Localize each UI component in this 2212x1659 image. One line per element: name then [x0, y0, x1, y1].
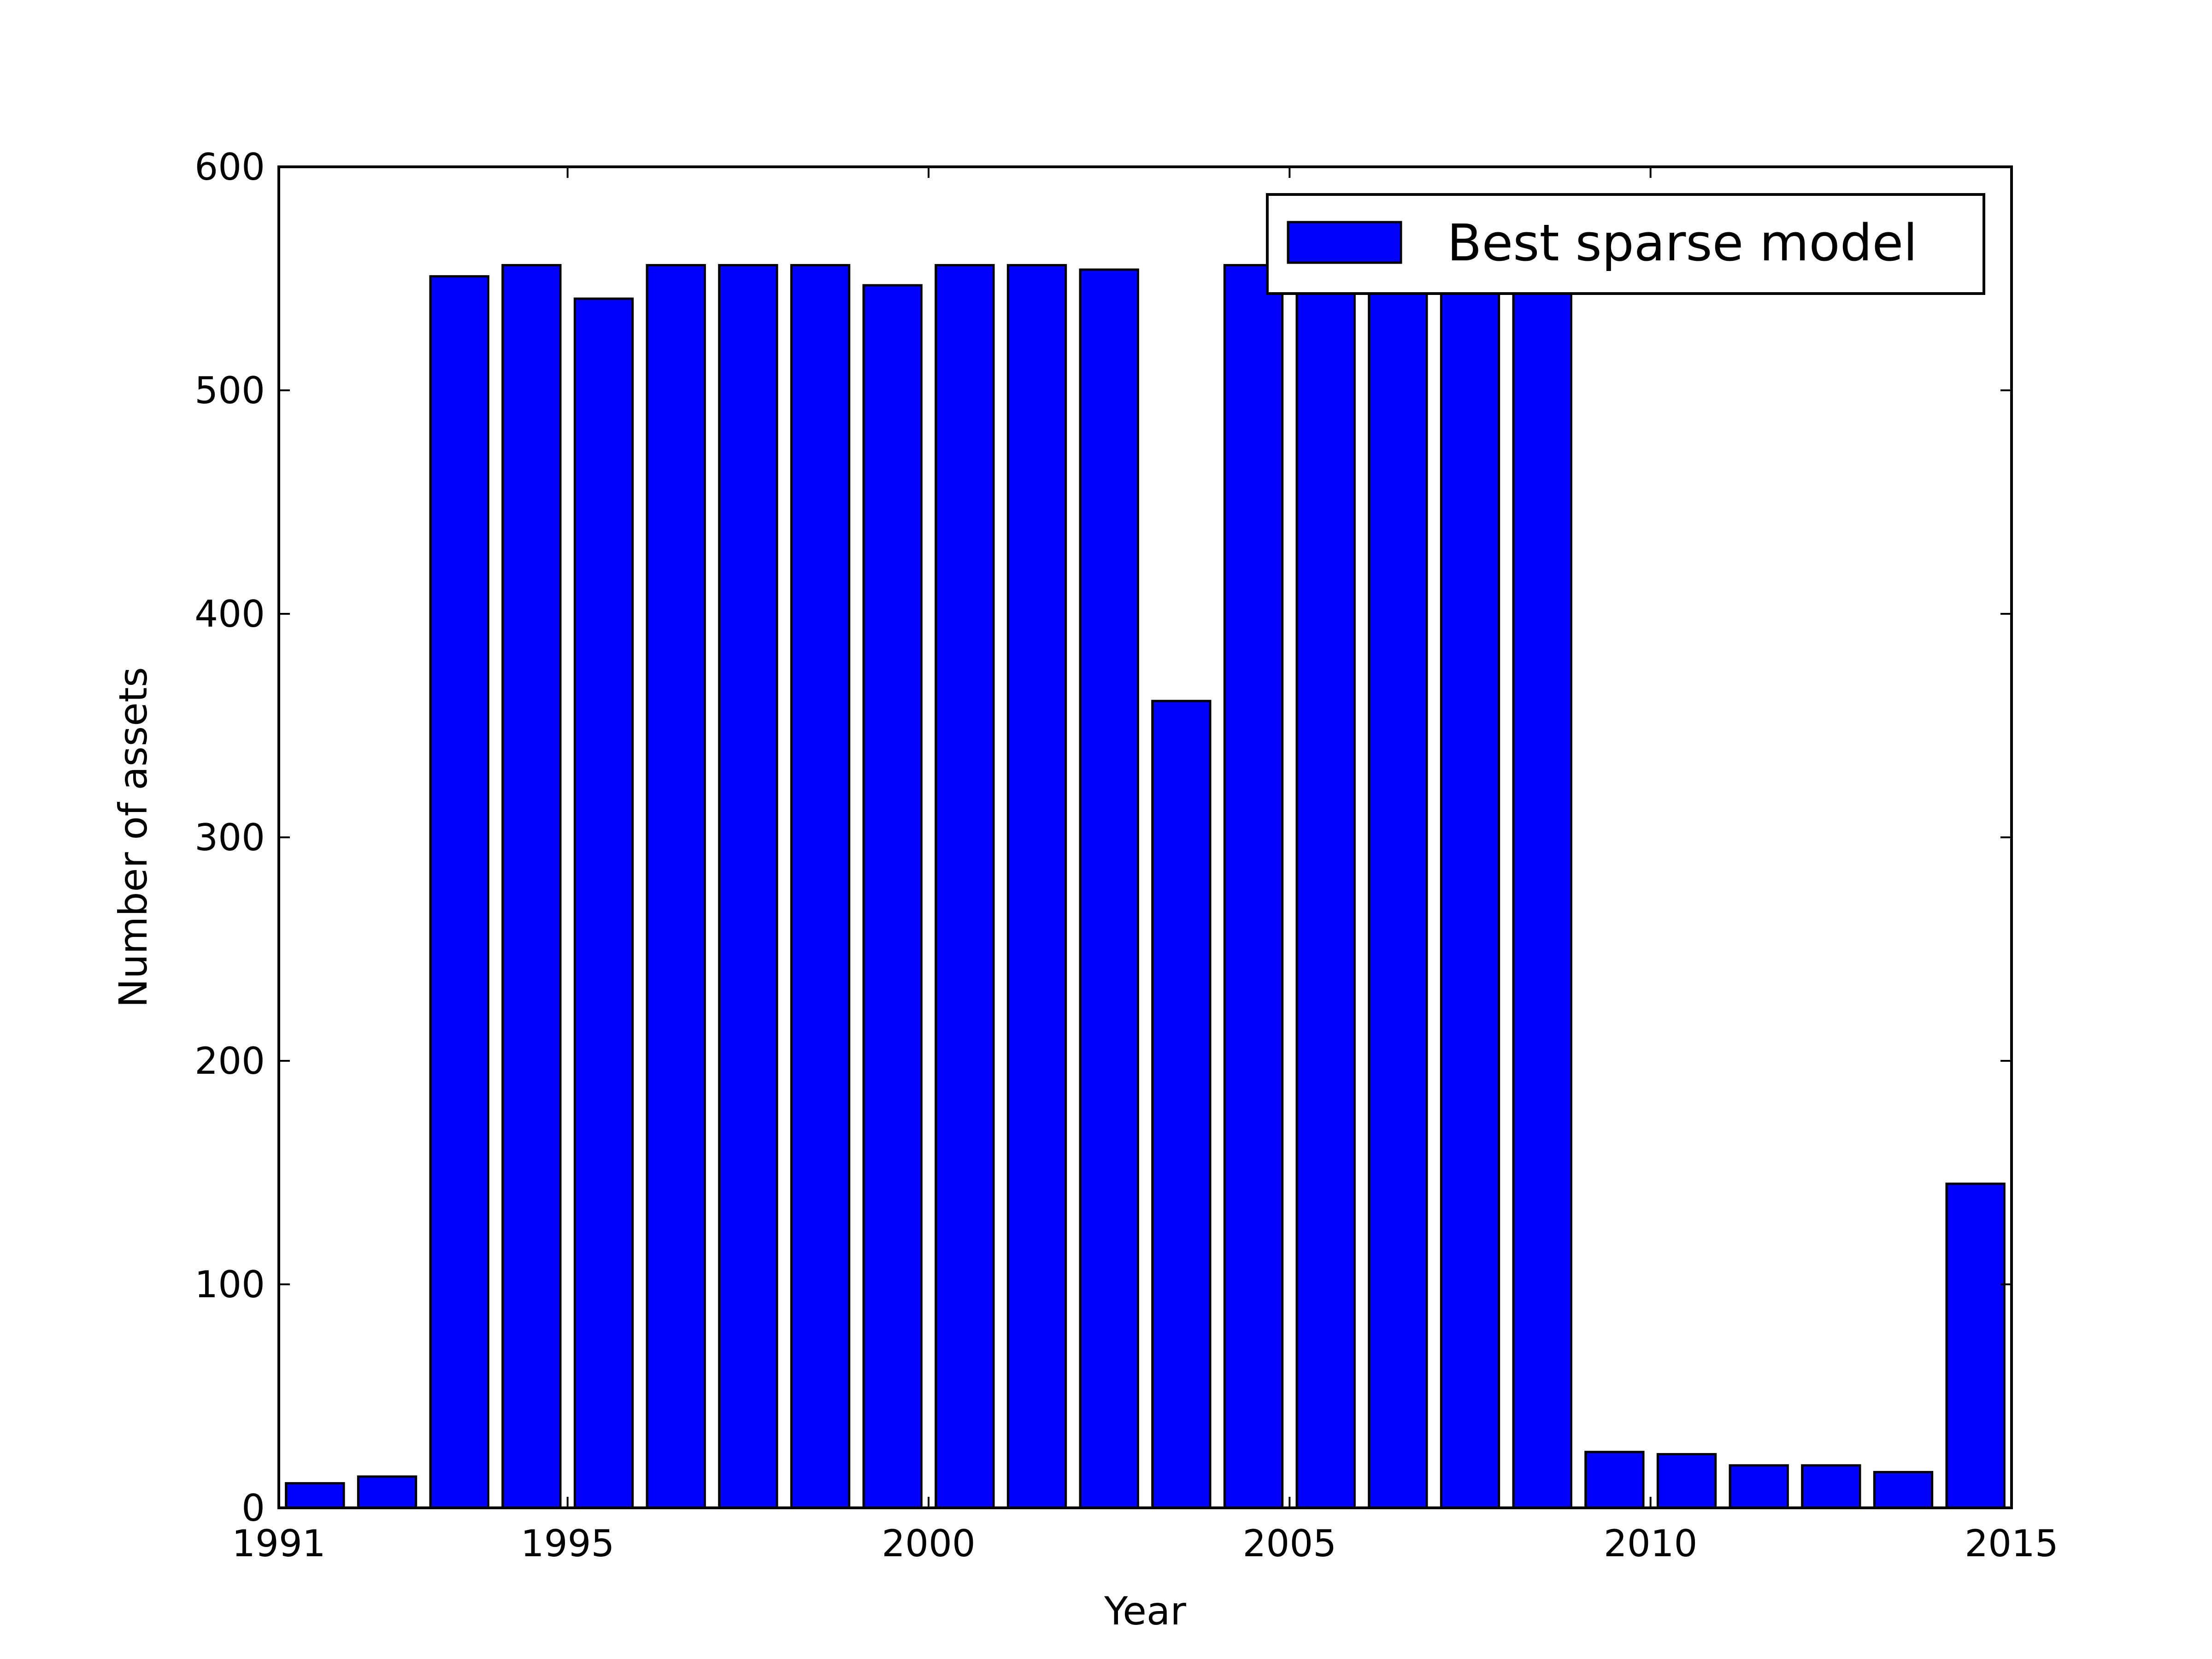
legend-swatch — [1287, 221, 1402, 264]
y-axis-label: Number of assets — [111, 667, 156, 1007]
y-tick-label: 0 — [241, 1487, 265, 1530]
bar-2009 — [1584, 1451, 1645, 1509]
x-tick-label: 1995 — [521, 1522, 615, 1565]
bar-2002 — [1079, 268, 1139, 1509]
y-tick-label: 500 — [194, 369, 265, 412]
bar-1993 — [429, 275, 489, 1509]
bar-2008 — [1512, 264, 1572, 1509]
bar-1999 — [862, 284, 923, 1509]
y-tick-label: 400 — [194, 593, 265, 635]
bar-2003 — [1151, 700, 1212, 1509]
bar-2000 — [935, 264, 995, 1509]
legend: Best sparse model — [1266, 193, 1985, 295]
y-tick-label: 100 — [194, 1263, 265, 1306]
y-tick-label: 200 — [194, 1040, 265, 1082]
y-tick-label: 300 — [194, 816, 265, 859]
bar-1998 — [790, 264, 851, 1509]
bar-2014 — [1945, 1182, 2006, 1509]
x-tick-label: 2000 — [882, 1522, 976, 1565]
bar-2005 — [1295, 264, 1356, 1509]
x-tick-label: 2015 — [1965, 1522, 2059, 1565]
bar-2006 — [1368, 264, 1428, 1509]
bar-1992 — [357, 1475, 418, 1509]
bars-group — [285, 264, 2006, 1509]
bar-1994 — [501, 264, 562, 1509]
bar-2012 — [1801, 1464, 1861, 1509]
bar-2007 — [1440, 264, 1500, 1509]
x-tick-label: 1991 — [232, 1522, 326, 1565]
bar-2011 — [1729, 1464, 1789, 1509]
bar-1997 — [718, 264, 778, 1509]
bar-2001 — [1006, 264, 1067, 1509]
bar-2010 — [1656, 1453, 1717, 1509]
tick-labels-group: 1991 1995 2000 2005 2010 2015 0 100 200 300 400 500… — [194, 146, 2059, 1565]
bar-1995 — [573, 297, 634, 1509]
x-tick-label: 2005 — [1243, 1522, 1337, 1565]
bar-1996 — [646, 264, 706, 1509]
bar-2004 — [1223, 264, 1284, 1509]
plot-frame — [277, 165, 2013, 1509]
bar-2013 — [1873, 1471, 1934, 1509]
bar-1991 — [285, 1482, 345, 1509]
y-tick-label: 600 — [194, 146, 265, 188]
legend-label: Best sparse model — [1447, 213, 1918, 272]
x-tick-label: 2010 — [1604, 1522, 1698, 1565]
x-axis-label: Year — [1104, 1588, 1186, 1634]
